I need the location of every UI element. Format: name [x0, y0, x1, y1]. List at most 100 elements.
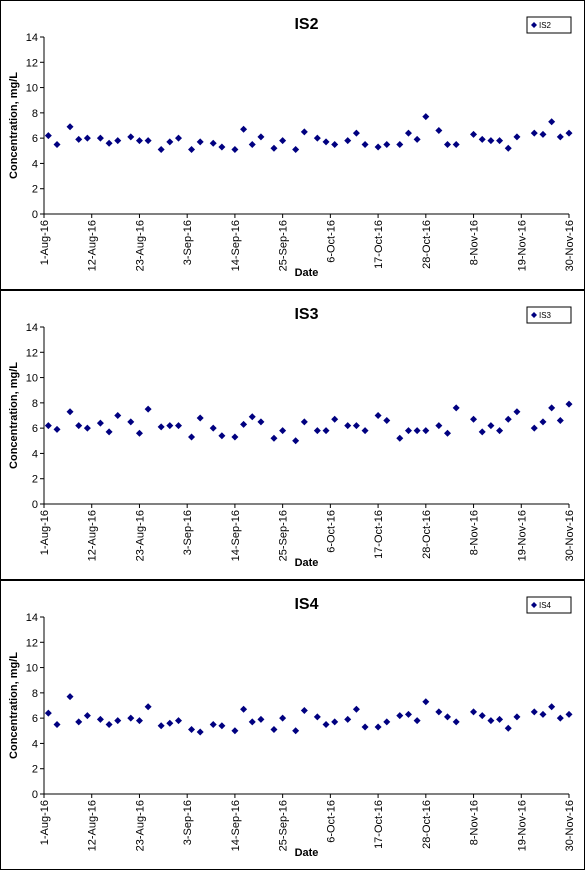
x-tick-label: 23-Aug-16 — [134, 220, 146, 271]
data-point — [331, 140, 339, 148]
legend-box — [526, 596, 572, 614]
data-point — [240, 705, 248, 713]
data-point — [75, 422, 83, 430]
data-point — [383, 140, 391, 148]
chart-panel: IS3 0 2 4 6 8 10 12 14 1-Aug-16 12-Aug-16 23-Aug-16… — [0, 290, 585, 580]
x-tick-label: 1-Aug-16 — [39, 800, 51, 845]
data-point — [196, 414, 204, 422]
data-point — [66, 408, 74, 416]
data-point — [548, 404, 556, 412]
data-point — [292, 146, 300, 154]
data-point — [487, 137, 495, 145]
y-tick-label: 4 — [32, 448, 38, 460]
data-point — [53, 140, 61, 148]
data-point — [144, 137, 152, 145]
data-point — [166, 422, 174, 430]
data-point — [75, 135, 83, 143]
data-point — [144, 703, 152, 711]
data-point — [396, 434, 404, 442]
data-point — [435, 422, 443, 430]
data-point — [270, 434, 278, 442]
data-point — [96, 134, 104, 142]
data-point — [240, 125, 248, 133]
data-point — [404, 129, 412, 137]
data-point — [66, 123, 74, 131]
data-point — [188, 433, 196, 441]
data-point — [352, 705, 360, 713]
data-point — [404, 710, 412, 718]
legend-box — [526, 16, 572, 34]
data-point — [240, 420, 248, 428]
data-point — [279, 714, 287, 722]
legend-box — [526, 306, 572, 324]
data-point — [435, 708, 443, 716]
data-point — [83, 424, 91, 432]
x-tick-label: 25-Sep-16 — [278, 800, 290, 851]
data-point — [344, 422, 352, 430]
data-point — [513, 408, 521, 416]
x-tick-label: 8-Nov-16 — [469, 800, 481, 845]
y-tick-label: 4 — [32, 738, 38, 750]
y-tick-label: 8 — [32, 688, 38, 700]
data-point — [396, 712, 404, 720]
data-point — [478, 135, 486, 143]
data-point — [279, 427, 287, 435]
y-tick-label: 2 — [32, 474, 38, 486]
data-point — [496, 427, 504, 435]
x-tick-label: 23-Aug-16 — [134, 510, 146, 561]
data-point — [556, 133, 564, 141]
y-tick-label: 14 — [26, 612, 38, 624]
data-point — [539, 418, 547, 426]
y-tick-label: 10 — [26, 663, 38, 675]
x-tick-label: 23-Aug-16 — [134, 800, 146, 851]
x-tick-label: 14-Sep-16 — [230, 800, 242, 851]
data-point — [504, 724, 512, 732]
y-tick-label: 6 — [32, 133, 38, 145]
y-tick-label: 0 — [32, 499, 38, 511]
data-point — [504, 415, 512, 423]
chart-panel: IS4 0 2 4 6 8 10 12 14 1-Aug-16 12-Aug-16 23-Aug-16… — [0, 580, 585, 870]
data-point — [300, 707, 308, 715]
data-point — [218, 722, 226, 730]
data-point — [374, 723, 382, 731]
data-point — [452, 404, 460, 412]
data-point — [413, 135, 421, 143]
data-point — [248, 413, 256, 421]
data-point — [565, 129, 573, 137]
chart-title: IS2 — [294, 16, 318, 33]
x-axis-label: Date — [295, 267, 319, 279]
data-point — [157, 146, 165, 154]
data-point — [422, 427, 430, 435]
data-point — [322, 427, 330, 435]
x-tick-label: 30-Nov-16 — [564, 220, 576, 271]
data-point — [83, 712, 91, 720]
y-axis-label: Concentration, mg/L — [8, 72, 20, 179]
data-point — [257, 133, 265, 141]
data-point — [135, 137, 143, 145]
data-point — [530, 708, 538, 716]
data-point — [352, 422, 360, 430]
data-point — [218, 143, 226, 151]
data-point — [444, 429, 452, 437]
y-tick-label: 8 — [32, 398, 38, 410]
data-point — [331, 718, 339, 726]
data-point — [374, 143, 382, 151]
data-point — [565, 400, 573, 408]
data-point — [470, 708, 478, 716]
y-tick-label: 8 — [32, 108, 38, 120]
x-tick-label: 12-Aug-16 — [87, 220, 99, 271]
data-point — [292, 727, 300, 735]
data-point — [44, 709, 52, 717]
data-point — [166, 719, 174, 727]
data-point — [188, 726, 196, 734]
data-point — [75, 718, 83, 726]
data-point — [157, 423, 165, 431]
x-axis-label: Date — [295, 847, 319, 859]
data-point — [548, 118, 556, 126]
data-point — [530, 424, 538, 432]
data-point — [548, 703, 556, 711]
data-point — [127, 418, 135, 426]
y-tick-label: 12 — [26, 637, 38, 649]
data-point — [452, 140, 460, 148]
data-point — [231, 727, 239, 735]
